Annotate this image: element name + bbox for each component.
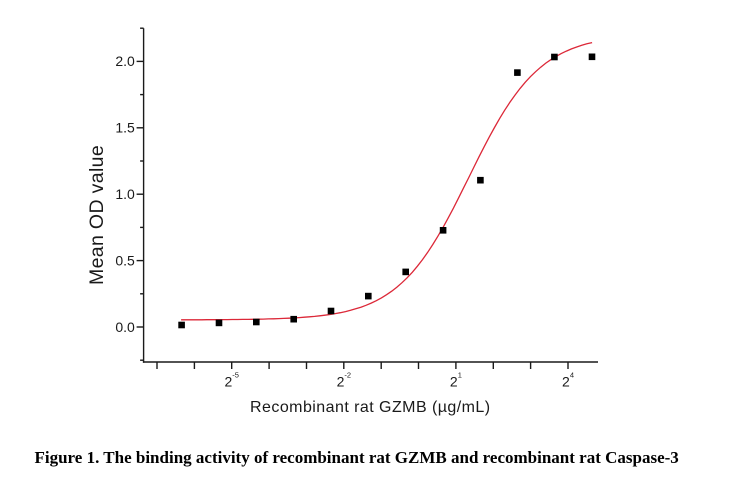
svg-text:Figure 1. The binding activity: Figure 1. The binding activity of recomb… xyxy=(35,448,679,467)
svg-text:0.5: 0.5 xyxy=(115,252,135,268)
svg-text:1.0: 1.0 xyxy=(115,186,135,202)
svg-text:1.5: 1.5 xyxy=(115,120,135,136)
svg-text:Recombinant rat GZMB (µg/mL): Recombinant rat GZMB (µg/mL) xyxy=(250,399,491,416)
svg-text:21: 21 xyxy=(450,371,462,390)
svg-text:24: 24 xyxy=(562,371,574,390)
svg-text:Mean OD value: Mean OD value xyxy=(86,145,108,285)
svg-text:0.0: 0.0 xyxy=(115,319,135,335)
svg-text:2.0: 2.0 xyxy=(115,53,135,69)
